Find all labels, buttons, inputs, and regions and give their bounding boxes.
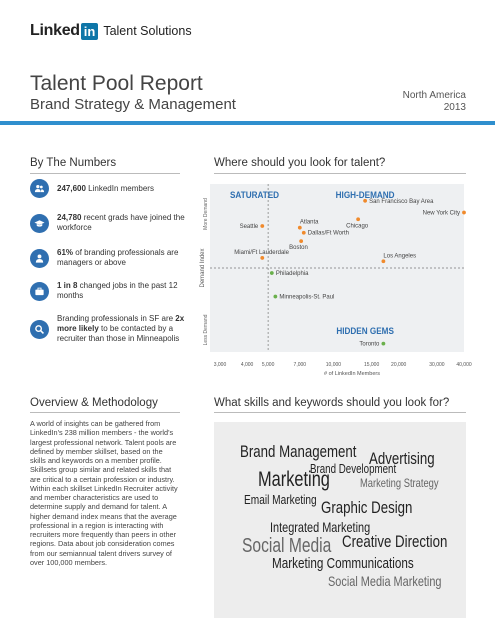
keyword: Creative Direction <box>342 532 448 551</box>
data-point <box>356 217 361 222</box>
keyword: Social Media Marketing <box>328 573 442 589</box>
data-point <box>297 225 302 230</box>
briefcase-icon <box>30 281 49 301</box>
keyword: Brand Development <box>310 462 397 476</box>
y-axis-label: Demand Index <box>200 248 206 287</box>
stat-text: Branding professionals in SF are 2x more… <box>57 314 185 343</box>
region-name: North America <box>402 90 466 101</box>
header-divider <box>0 121 495 125</box>
y-axis-bottom-label: Less Demand <box>203 314 209 345</box>
keyword-cloud: Brand Management Advertising Brand Devel… <box>214 422 466 618</box>
data-point-label: San Francisco Bay Area <box>369 199 434 205</box>
x-axis-label: # of LinkedIn Members <box>324 371 380 377</box>
data-point-label: Atlanta <box>300 220 319 226</box>
keyword: Graphic Design <box>321 498 413 517</box>
stat-text: 24,780 recent grads have joined the work… <box>57 213 185 232</box>
logo-wordmark: Linked <box>30 22 80 39</box>
x-tick-label: 40,000 <box>456 362 472 368</box>
product-name: Talent Solutions <box>103 24 192 38</box>
data-point <box>273 294 278 299</box>
plot-area <box>210 184 464 352</box>
graduation-cap-icon <box>30 213 49 233</box>
keyword: Advertising <box>369 449 435 468</box>
stat-job-changes: 1 in 8 changed jobs in the past 12 month… <box>30 281 187 301</box>
data-point <box>260 224 265 228</box>
stat-managers: 61% of branding professionals are manage… <box>30 248 187 268</box>
talent-rule <box>214 173 466 174</box>
data-point <box>301 230 306 235</box>
data-point-label: Minneapolis-St. Paul <box>279 295 334 301</box>
data-point <box>269 271 274 275</box>
keyword: Marketing <box>258 468 330 491</box>
x-tick-label: 10,000 <box>326 362 342 368</box>
stat-grads: 24,780 recent grads have joined the work… <box>30 213 187 233</box>
keyword: Email Marketing <box>244 492 317 507</box>
data-point-label: New York City <box>423 211 460 217</box>
skills-heading: What skills and keywords should you look… <box>214 397 450 409</box>
overview-heading: Overview & Methodology <box>30 397 158 409</box>
x-tick-label: 30,000 <box>429 362 445 368</box>
quadrant-label-high-demand: HIGH-DEMAND <box>336 189 395 200</box>
data-point <box>299 239 304 244</box>
x-tick-label: 5,000 <box>262 362 275 368</box>
keyword: Brand Management <box>240 442 357 461</box>
talent-heading: Where should you look for talent? <box>214 157 386 169</box>
data-point-label: Philadelphia <box>276 271 309 277</box>
skills-rule <box>214 412 466 413</box>
linkedin-logo: Linked in Talent Solutions <box>30 20 192 42</box>
people-icon <box>30 179 49 198</box>
data-point <box>462 210 466 215</box>
report-year: 2013 <box>443 102 466 113</box>
stat-text: 61% of branding professionals are manage… <box>57 248 179 267</box>
logo-in-badge: in <box>80 22 99 40</box>
x-tick-label: 7,000 <box>294 362 307 368</box>
person-icon <box>30 248 49 268</box>
x-tick-label: 4,000 <box>241 362 254 368</box>
data-point-label: Dallas/Ft Worth <box>308 231 349 237</box>
stat-text: 1 in 8 changed jobs in the past 12 month… <box>57 281 178 300</box>
report-title: Talent Pool Report <box>30 72 203 95</box>
data-point-label: Los Angeles <box>383 253 416 259</box>
overview-body: A world of insights can be gathered from… <box>30 419 178 567</box>
y-axis-top-label: More Demand <box>203 198 209 230</box>
data-point <box>363 198 368 203</box>
report-subtitle: Brand Strategy & Management <box>30 96 236 113</box>
data-point-label: Boston <box>289 245 308 251</box>
stat-members: 247,600 LinkedIn members <box>30 179 187 198</box>
numbers-heading: By The Numbers <box>30 157 117 169</box>
data-point <box>260 256 265 260</box>
data-point-label: Chicago <box>346 223 369 229</box>
numbers-rule <box>30 173 180 174</box>
quadrant-label-hidden-gems: HIDDEN GEMS <box>336 325 394 336</box>
keyword: Marketing Strategy <box>360 476 439 490</box>
data-point-label: Seattle <box>240 224 259 230</box>
data-point <box>381 259 386 264</box>
overview-rule <box>30 412 180 413</box>
keyword: Marketing Communications <box>272 555 414 572</box>
data-point-label: Miami/Ft Lauderdale <box>234 250 289 256</box>
demand-scatter-chart: More Demand Demand Index Less Demand SATURA… <box>200 184 472 377</box>
search-icon <box>30 319 49 339</box>
x-tick-label: 15,000 <box>364 362 380 368</box>
keyword: Social Media <box>242 535 332 557</box>
stat-recruiter: Branding professionals in SF are 2x more… <box>30 314 187 344</box>
x-tick-label: 20,000 <box>391 362 407 368</box>
keyword: Integrated Marketing <box>270 519 371 535</box>
quadrant-label-saturated: SATURATED <box>230 189 280 200</box>
region-block: North America 2013 <box>403 90 466 114</box>
stat-text: 247,600 LinkedIn members <box>57 183 154 193</box>
data-point <box>381 341 386 346</box>
data-point-label: Toronto <box>359 342 380 348</box>
x-tick-label: 3,000 <box>214 362 227 368</box>
